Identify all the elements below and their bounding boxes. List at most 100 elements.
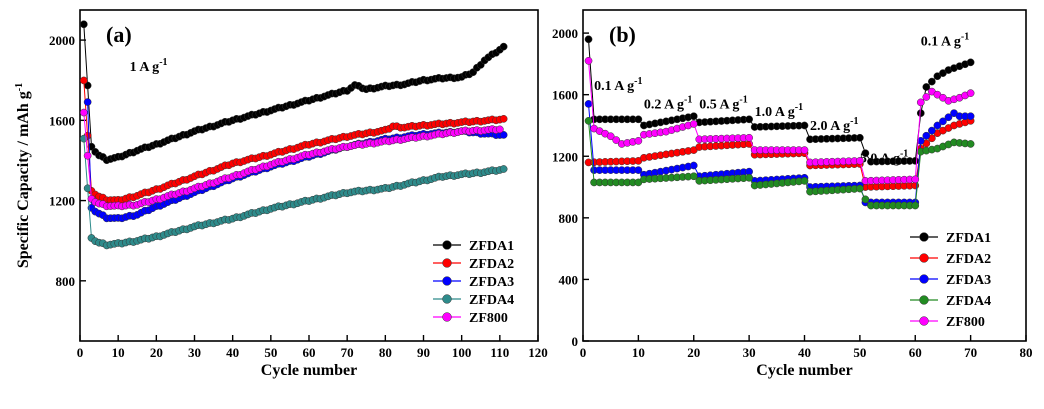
series-zfda2 — [584, 116, 975, 191]
series-zfda3 — [584, 100, 975, 207]
y-tick-label: 2000 — [552, 26, 578, 41]
legend-label: ZFDA2 — [946, 252, 991, 267]
series-zfda4 — [79, 134, 508, 250]
legend-item: ZFDA2 — [910, 252, 991, 267]
legend-label: ZFDA1 — [469, 239, 514, 254]
y-axis-label: Specific Capacity / mAh g-1 — [14, 83, 32, 268]
y-tick-label: 1200 — [552, 149, 578, 164]
data-point — [800, 177, 809, 185]
legend-label: ZFDA1 — [946, 231, 991, 246]
x-axis-label: Cycle number — [261, 362, 357, 379]
data-point — [745, 133, 753, 142]
data-point — [966, 89, 975, 97]
x-tick-label: 70 — [964, 345, 977, 360]
legend-label: ZFDA2 — [469, 257, 514, 272]
legend-marker — [919, 295, 929, 305]
rate-annotation: 1 A g-1 — [130, 57, 168, 75]
x-tick-label: 60 — [909, 345, 922, 360]
panel-label: (a) — [106, 22, 132, 47]
legend-marker — [442, 276, 452, 286]
x-tick-label: 120 — [528, 345, 548, 360]
rate-annotation: 0.2 A g-1 — [644, 95, 692, 113]
data-point — [689, 120, 698, 128]
series-zfda4 — [584, 116, 975, 210]
data-point — [745, 115, 753, 124]
rate-annotation: 0.1 A g-1 — [594, 76, 642, 94]
series-zfda2 — [79, 76, 508, 205]
data-point — [922, 93, 931, 101]
y-tick-label: 400 — [559, 272, 579, 287]
legend-marker — [919, 232, 929, 242]
x-tick-label: 40 — [226, 345, 239, 360]
x-tick-label: 50 — [853, 345, 866, 360]
data-point — [911, 175, 920, 184]
data-point — [916, 109, 925, 117]
rate-annotation: 0.1 A g-1 — [921, 31, 969, 49]
legend-item: ZFDA4 — [433, 293, 514, 308]
legend-item: ZFDA3 — [910, 273, 991, 288]
legend-label: ZF800 — [946, 315, 985, 330]
data-point — [584, 56, 593, 65]
data-point — [689, 161, 698, 170]
data-point — [966, 112, 975, 121]
data-point — [911, 157, 920, 165]
legend-item: ZFDA1 — [910, 231, 991, 246]
data-point — [499, 114, 508, 123]
legend-label: ZFDA4 — [946, 294, 991, 309]
y-tick-label: 1600 — [552, 88, 578, 103]
data-point — [911, 201, 920, 210]
data-point — [499, 131, 508, 139]
legend-label: ZFDA4 — [469, 293, 514, 308]
data-point — [79, 76, 88, 85]
series-zf800 — [79, 108, 504, 211]
data-point — [83, 184, 92, 193]
x-tick-label: 110 — [490, 345, 509, 360]
data-point — [689, 172, 698, 181]
x-tick-label: 40 — [798, 345, 811, 360]
x-tick-label: 50 — [264, 345, 277, 360]
data-point — [606, 132, 615, 141]
data-point — [939, 117, 947, 126]
data-point — [800, 146, 809, 154]
y-tick-label: 800 — [559, 211, 579, 226]
series-line — [83, 80, 504, 201]
data-point — [861, 149, 870, 158]
series-zfda1 — [79, 20, 508, 165]
chart-panel-a: 0 10 20 30 40 50 60 70 80 90 100 110 120 800 1200 1600 2… — [14, 9, 548, 379]
legend-item: ZFDA4 — [910, 294, 991, 309]
data-point — [584, 35, 593, 44]
legend-marker — [919, 316, 929, 326]
data-point — [922, 131, 931, 140]
series-line — [83, 24, 505, 161]
chart-panel-b: 0 10 20 30 40 50 60 70 800400800120016002000Cycl… — [552, 9, 1033, 379]
x-tick-label: 0 — [77, 345, 84, 360]
data-point — [584, 116, 593, 125]
series-zf800 — [584, 56, 975, 185]
data-point — [634, 166, 643, 174]
panel-label: (b) — [609, 22, 636, 47]
data-point — [745, 173, 753, 182]
rate-annotation: 2.0 A g-1 — [810, 116, 858, 134]
data-point — [916, 137, 925, 145]
legend-marker — [919, 253, 929, 263]
data-point — [634, 115, 643, 124]
legend-item: ZFDA2 — [433, 257, 514, 272]
data-point — [861, 195, 870, 204]
data-point — [966, 140, 975, 148]
data-point — [916, 98, 925, 107]
rate-annotation: 1.0 A g-1 — [755, 102, 803, 120]
x-tick-label: 80 — [379, 345, 392, 360]
legend-marker — [442, 294, 452, 304]
data-point — [79, 20, 88, 29]
data-point — [800, 121, 809, 130]
x-tick-label: 10 — [112, 345, 125, 360]
legend-item: ZF800 — [910, 315, 985, 330]
legend-item: ZFDA3 — [433, 275, 514, 290]
x-tick-label: 20 — [150, 345, 163, 360]
x-tick-label: 60 — [303, 345, 316, 360]
data-point — [856, 184, 864, 193]
x-tick-label: 10 — [632, 345, 645, 360]
legend-item: ZFDA1 — [433, 239, 514, 254]
